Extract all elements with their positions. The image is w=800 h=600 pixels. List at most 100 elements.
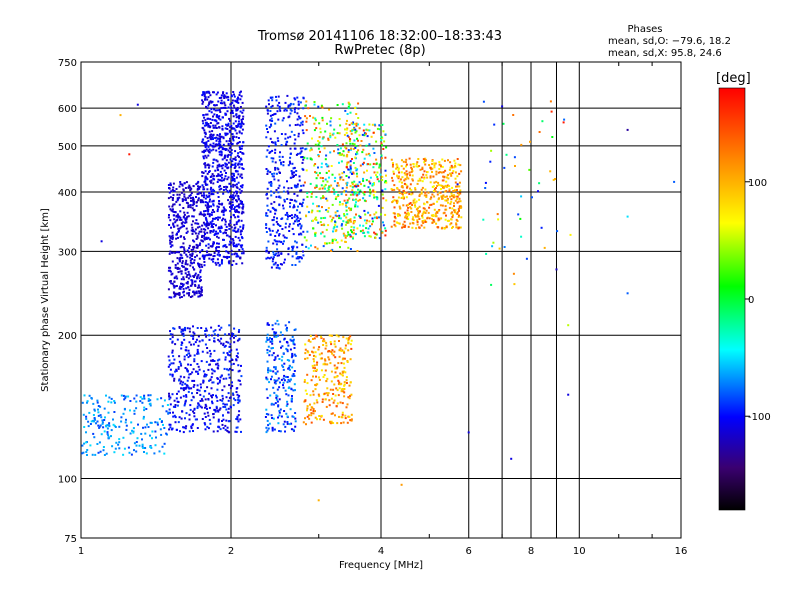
echo-point bbox=[203, 373, 206, 376]
echo-point bbox=[369, 235, 372, 238]
echo-point bbox=[347, 233, 350, 236]
echo-point bbox=[268, 181, 271, 184]
echo-point bbox=[194, 232, 197, 235]
echo-point bbox=[556, 230, 559, 233]
echo-point bbox=[210, 222, 213, 225]
echo-point bbox=[326, 190, 329, 193]
echo-point bbox=[293, 347, 296, 349]
echo-point bbox=[97, 405, 100, 407]
echo-point bbox=[456, 192, 459, 195]
echo-point bbox=[411, 174, 414, 177]
echo-point bbox=[280, 359, 283, 362]
echo-point bbox=[284, 213, 287, 216]
echo-point bbox=[182, 246, 185, 249]
echo-point bbox=[458, 209, 460, 212]
echo-point bbox=[224, 127, 227, 130]
echo-point bbox=[293, 97, 296, 100]
echo-point bbox=[286, 348, 289, 351]
echo-point bbox=[362, 148, 365, 151]
echo-point bbox=[299, 256, 302, 259]
echo-point bbox=[156, 398, 159, 401]
echo-point bbox=[215, 232, 218, 235]
echo-point bbox=[240, 118, 243, 121]
echo-point bbox=[425, 174, 428, 177]
echo-point bbox=[402, 225, 405, 228]
echo-point bbox=[203, 210, 205, 213]
echo-point bbox=[334, 136, 337, 139]
echo-point bbox=[274, 112, 277, 115]
y-tick-label: 600 bbox=[58, 104, 77, 115]
echo-point bbox=[238, 239, 241, 242]
echo-point bbox=[303, 380, 306, 383]
echo-point bbox=[218, 135, 221, 138]
echo-point bbox=[431, 221, 434, 224]
echo-point bbox=[205, 141, 208, 144]
echo-point bbox=[269, 340, 272, 343]
echo-point bbox=[225, 250, 228, 253]
echo-point bbox=[215, 159, 218, 162]
echo-point bbox=[193, 384, 196, 386]
echo-point bbox=[287, 215, 289, 218]
echo-point bbox=[224, 154, 226, 157]
echo-point bbox=[191, 228, 194, 231]
echo-point bbox=[510, 457, 513, 460]
echo-point bbox=[314, 334, 317, 337]
echo-point bbox=[88, 394, 91, 397]
echo-point bbox=[142, 415, 145, 418]
echo-point bbox=[225, 96, 228, 99]
echo-point bbox=[149, 402, 152, 405]
echo-point bbox=[183, 193, 186, 196]
echo-point bbox=[212, 182, 215, 185]
echo-point bbox=[271, 342, 274, 345]
echo-point bbox=[342, 370, 345, 373]
echo-point bbox=[306, 142, 309, 145]
echo-point bbox=[378, 163, 381, 166]
echo-point bbox=[265, 431, 268, 434]
echo-point bbox=[185, 276, 188, 278]
echo-point bbox=[298, 117, 301, 120]
echo-point bbox=[133, 449, 135, 452]
echo-point bbox=[204, 390, 207, 392]
echo-point bbox=[211, 165, 214, 168]
echo-point bbox=[345, 128, 348, 131]
echo-point bbox=[184, 427, 187, 430]
echo-point bbox=[210, 213, 213, 216]
echo-point bbox=[405, 212, 408, 215]
echo-point bbox=[213, 337, 216, 340]
echo-point bbox=[281, 119, 284, 122]
echo-point bbox=[347, 221, 350, 224]
echo-point bbox=[332, 422, 335, 424]
echo-point bbox=[291, 375, 294, 378]
echo-point bbox=[222, 143, 225, 146]
echo-point bbox=[191, 226, 194, 229]
echo-point bbox=[273, 130, 276, 133]
echo-point bbox=[224, 149, 227, 151]
echo-point bbox=[221, 147, 224, 150]
echo-point bbox=[339, 147, 342, 150]
echo-point bbox=[345, 216, 348, 219]
echo-point bbox=[190, 223, 193, 226]
echo-point bbox=[275, 189, 278, 191]
echo-point bbox=[196, 236, 199, 239]
echo-point bbox=[277, 118, 280, 121]
echo-point bbox=[369, 225, 372, 228]
echo-point bbox=[433, 166, 436, 169]
echo-point bbox=[348, 384, 351, 387]
echo-point bbox=[171, 236, 174, 239]
echo-point bbox=[350, 132, 353, 135]
echo-point bbox=[83, 426, 86, 428]
echo-point bbox=[324, 369, 327, 372]
colorbar-unit: [deg] bbox=[716, 71, 751, 86]
echo-point bbox=[229, 119, 231, 122]
echo-point bbox=[187, 356, 190, 359]
echo-point bbox=[520, 143, 523, 146]
echo-point bbox=[404, 216, 407, 219]
echo-point bbox=[454, 181, 457, 184]
echo-point bbox=[367, 231, 370, 234]
echo-point bbox=[282, 386, 285, 389]
echo-point bbox=[346, 201, 349, 204]
echo-point bbox=[216, 366, 219, 369]
echo-point bbox=[314, 171, 317, 174]
echo-point bbox=[290, 398, 293, 400]
echo-point bbox=[282, 242, 284, 245]
